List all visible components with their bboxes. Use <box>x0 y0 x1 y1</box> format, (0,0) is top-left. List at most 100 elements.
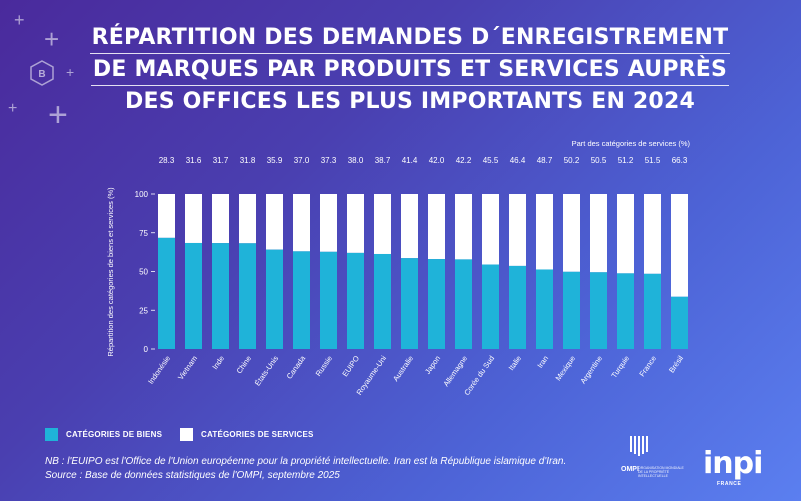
bar-goods <box>401 258 418 349</box>
top-value-label: 50.5 <box>591 156 607 165</box>
x-tick-label: Italie <box>507 354 523 372</box>
svg-text:B: B <box>38 69 45 80</box>
bar-services <box>671 194 688 297</box>
x-tick-label: Mexique <box>553 354 577 382</box>
x-tick-label: Allemagne <box>441 354 469 388</box>
top-value-label: 50.2 <box>564 156 580 165</box>
bar-services <box>590 194 607 273</box>
footnote: NB : l'EUIPO est l'Office de l'Union eur… <box>45 455 566 483</box>
ompi-subtitle: ORGANISATION MONDIALE DE LA PROPRIÉTÉ IN… <box>638 466 684 478</box>
bar-goods <box>563 271 580 349</box>
plus-icon: + <box>66 64 75 80</box>
y-tick-label: 75 <box>139 229 148 238</box>
top-value-label: 42.0 <box>429 156 445 165</box>
bar-goods <box>428 259 445 349</box>
bar-services <box>455 194 472 260</box>
bar-goods <box>509 265 526 349</box>
top-value-label: 45.5 <box>483 156 499 165</box>
top-value-label: 31.8 <box>240 156 256 165</box>
bar-services <box>320 194 337 252</box>
ompi-name: OMPI <box>621 466 639 473</box>
x-tick-label: Inde <box>210 354 226 371</box>
chart-title: RÉPARTITION DES DEMANDES D´ENREGISTREMEN… <box>60 22 760 117</box>
bar-services <box>617 194 634 274</box>
legend-services-swatch <box>180 428 193 441</box>
x-tick-label: Russie <box>314 354 335 378</box>
bar-goods <box>617 273 634 349</box>
top-value-label: 28.3 <box>159 156 175 165</box>
y-axis-label: Répartition des catégories de biens et s… <box>106 187 115 357</box>
footnote-source: Source : Base de données statistiques de… <box>45 470 340 481</box>
bar-services <box>509 194 526 266</box>
bar-goods <box>266 249 283 349</box>
stacked-bar-chart: Part des catégories de services (%) Répa… <box>106 139 691 388</box>
bar-goods <box>347 252 364 349</box>
bar-services <box>563 194 580 272</box>
plus-icon: + <box>8 100 18 117</box>
top-value-label: 51.2 <box>618 156 634 165</box>
bar-goods <box>455 259 472 349</box>
top-value-label: 46.4 <box>510 156 526 165</box>
bar-goods <box>239 243 256 349</box>
legend-goods: CATÉGORIES DE BIENS <box>45 428 162 441</box>
bar-services <box>212 194 229 244</box>
top-value-label: 66.3 <box>672 156 688 165</box>
bar-services <box>185 194 202 243</box>
plus-icon: + <box>14 10 25 30</box>
inpi-subtitle: FRANCE <box>717 481 742 487</box>
bar-services <box>347 194 364 253</box>
x-tick-label: Brésil <box>667 354 685 375</box>
bar-goods <box>671 296 688 349</box>
top-axis-label: Part des catégories de services (%) <box>572 139 691 148</box>
x-tick-label: Australie <box>391 354 415 383</box>
bar-services <box>158 194 175 238</box>
bar-goods <box>185 242 202 349</box>
inpi-logo: inpi <box>703 446 763 481</box>
bar-services <box>239 194 256 244</box>
footnote-nb: NB : l'EUIPO est l'Office de l'Union eur… <box>45 456 567 467</box>
ompi-logo-icon <box>630 436 648 456</box>
y-tick-label: 0 <box>144 345 149 354</box>
bar-goods <box>644 273 661 349</box>
bar-services <box>266 194 283 250</box>
x-tick-label: Vietnam <box>176 354 199 382</box>
y-tick-label: 25 <box>139 306 148 315</box>
top-value-label: 35.9 <box>267 156 283 165</box>
legend-services: CATÉGORIES DE SERVICES <box>180 428 314 441</box>
bar-services <box>374 194 391 254</box>
x-tick-label: États-Unis <box>253 354 280 388</box>
bar-goods <box>374 253 391 349</box>
top-value-label: 31.7 <box>213 156 229 165</box>
bar-services <box>401 194 418 259</box>
bar-goods <box>293 251 310 349</box>
title-line-1: RÉPARTITION DES DEMANDES D´ENREGISTREMEN… <box>89 22 731 54</box>
x-tick-label: Chine <box>235 354 254 375</box>
plus-icon: + <box>44 24 60 54</box>
top-value-label: 37.3 <box>321 156 337 165</box>
x-tick-label: Iran <box>535 354 550 370</box>
top-value-label: 41.4 <box>402 156 418 165</box>
top-value-label: 38.0 <box>348 156 364 165</box>
hexagon-icon: B <box>30 60 54 86</box>
x-tick-label: Japon <box>423 354 442 376</box>
bar-goods <box>212 243 229 349</box>
top-value-label: 51.5 <box>645 156 661 165</box>
bar-goods <box>482 264 499 349</box>
top-value-label: 42.2 <box>456 156 472 165</box>
x-tick-label: EUIPO <box>340 354 361 378</box>
top-value-label: 31.6 <box>186 156 202 165</box>
y-tick-label: 50 <box>139 268 148 277</box>
title-line-3: DES OFFICES LES PLUS IMPORTANTS EN 2024 <box>125 89 695 114</box>
x-tick-label: France <box>637 354 658 378</box>
legend-services-label: CATÉGORIES DE SERVICES <box>201 430 314 439</box>
top-value-label: 48.7 <box>537 156 553 165</box>
legend-goods-swatch <box>45 428 58 441</box>
bar-services <box>428 194 445 260</box>
bar-services <box>536 194 553 270</box>
x-tick-label: Canada <box>285 353 308 380</box>
top-value-label: 37.0 <box>294 156 310 165</box>
bar-goods <box>590 272 607 349</box>
bar-services <box>293 194 310 252</box>
x-tick-label: Indonésie <box>146 354 172 386</box>
y-tick-label: 100 <box>135 190 149 199</box>
